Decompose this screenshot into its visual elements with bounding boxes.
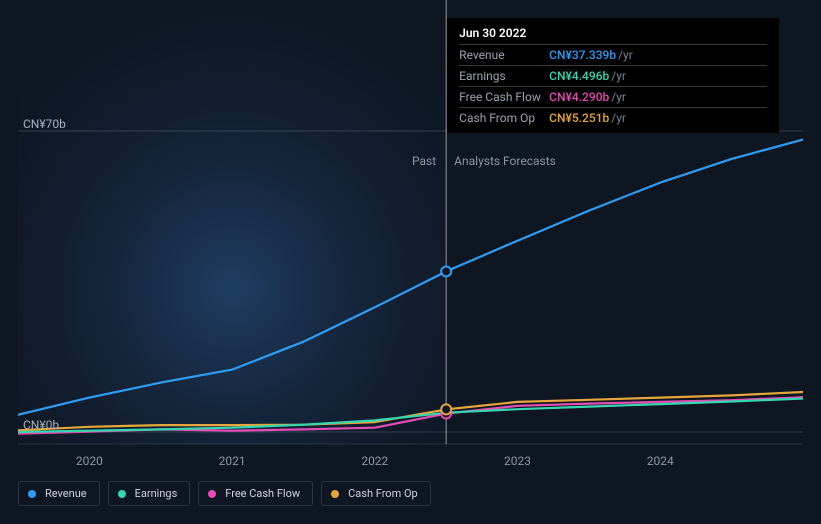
legend-swatch-icon — [331, 490, 339, 498]
tooltip-row-unit: /yr — [611, 68, 626, 84]
legend-item-cfo[interactable]: Cash From Op — [321, 481, 431, 506]
tooltip-row-label: Revenue — [459, 47, 549, 63]
chart-legend: Revenue Earnings Free Cash Flow Cash From O… — [18, 481, 431, 506]
legend-item-label: Revenue — [45, 487, 87, 500]
tooltip-row-unit: /yr — [611, 89, 626, 105]
y-tick-label: CN¥70b — [23, 117, 66, 131]
tooltip-row-value: CN¥37.339b — [549, 47, 616, 63]
legend-item-label: Free Cash Flow — [225, 487, 300, 500]
tooltip-row-label: Earnings — [459, 68, 549, 84]
x-tick-label: 2024 — [647, 454, 674, 468]
legend-item-revenue[interactable]: Revenue — [18, 481, 100, 506]
tooltip-row-revenue: RevenueCN¥37.339b/yr — [459, 44, 767, 65]
tooltip-row-value: CN¥4.496b — [549, 68, 609, 84]
tooltip-row-unit: /yr — [611, 110, 626, 126]
x-tick-label: 2023 — [504, 454, 531, 468]
legend-swatch-icon — [208, 490, 216, 498]
x-tick-label: 2021 — [219, 454, 246, 468]
legend-item-label: Cash From Op — [348, 487, 418, 500]
legend-item-fcf[interactable]: Free Cash Flow — [198, 481, 313, 506]
tooltip-row-label: Cash From Op — [459, 110, 549, 126]
y-tick-label: CN¥0b — [23, 418, 59, 432]
tooltip-row-fcf: Free Cash FlowCN¥4.290b/yr — [459, 86, 767, 107]
chart-tooltip: Jun 30 2022 RevenueCN¥37.339b/yrEarnings… — [447, 18, 779, 133]
tooltip-row-value: CN¥4.290b — [549, 89, 609, 105]
legend-item-earnings[interactable]: Earnings — [108, 481, 191, 506]
legend-swatch-icon — [118, 490, 126, 498]
legend-swatch-icon — [28, 490, 36, 498]
financials-chart: CN¥0bCN¥70b Past Analysts Forecasts 2020… — [0, 0, 821, 524]
x-tick-label: 2022 — [361, 454, 388, 468]
tooltip-row-label: Free Cash Flow — [459, 89, 549, 105]
tooltip-row-earnings: EarningsCN¥4.496b/yr — [459, 65, 767, 86]
tooltip-row-cfo: Cash From OpCN¥5.251b/yr — [459, 107, 767, 128]
tooltip-row-value: CN¥5.251b — [549, 110, 609, 126]
x-tick-label: 2020 — [76, 454, 103, 468]
legend-item-label: Earnings — [135, 487, 178, 500]
tooltip-date: Jun 30 2022 — [459, 26, 767, 44]
tooltip-row-unit: /yr — [618, 47, 633, 63]
